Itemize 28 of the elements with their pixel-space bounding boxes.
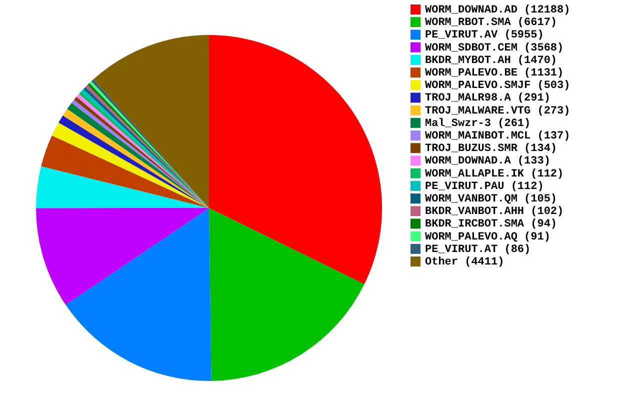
legend-label: Other (4411) bbox=[425, 256, 504, 268]
legend-label: BKDR_MYBOT.AH (1470) bbox=[425, 54, 558, 67]
legend-label: PE_VIRUT.AV (5955) bbox=[425, 30, 544, 42]
legend-label: WORM_RBOT.SMA (6617) bbox=[425, 17, 558, 30]
legend-label: WORM_SDBOT.CEM (3568) bbox=[425, 42, 564, 54]
legend-label: TROJ_MALR98.A (291) bbox=[425, 92, 550, 105]
legend-label: Mal_Swzr-3 (261) bbox=[425, 118, 531, 130]
pie-slice bbox=[209, 35, 382, 284]
legend-label: WORM_DOWNAD.A (133) bbox=[425, 156, 550, 168]
legend-label: WORM_VANBOT.QM (105) bbox=[425, 194, 558, 206]
legend-label: WORM_PALEVO.SMJF (503) bbox=[425, 80, 570, 92]
legend-label: WORM_DOWNAD.AD (12188) bbox=[425, 4, 570, 16]
legend-label: PE_VIRUT.PAU (112) bbox=[425, 180, 544, 193]
pie-slice bbox=[36, 208, 209, 305]
pie-slice bbox=[36, 166, 209, 208]
legend-label: PE_VIRUT.AT (86) bbox=[425, 244, 531, 256]
legend-label: BKDR_VANBOT.AHH (102) bbox=[425, 206, 564, 218]
legend-label: TROJ_MALWARE.VTG (273) bbox=[425, 105, 570, 118]
legend-label: WORM_ALLAPLE.IK (112) bbox=[425, 168, 564, 180]
legend-label: BKDR_IRCBOT.SMA (94) bbox=[425, 218, 558, 231]
legend-label: WORM_PALEVO.AQ (91) bbox=[425, 231, 550, 244]
pie-slice bbox=[66, 208, 212, 381]
pie-slice bbox=[209, 208, 364, 381]
legend-label: TROJ_BUZUS.SMR (134) bbox=[425, 143, 558, 156]
pie-slice bbox=[93, 35, 209, 208]
legend-label: WORM_PALEVO.BE (1131) bbox=[425, 68, 564, 80]
legend-label: WORM_MAINBOT.MCL (137) bbox=[425, 130, 570, 142]
pie-slice bbox=[41, 136, 209, 208]
